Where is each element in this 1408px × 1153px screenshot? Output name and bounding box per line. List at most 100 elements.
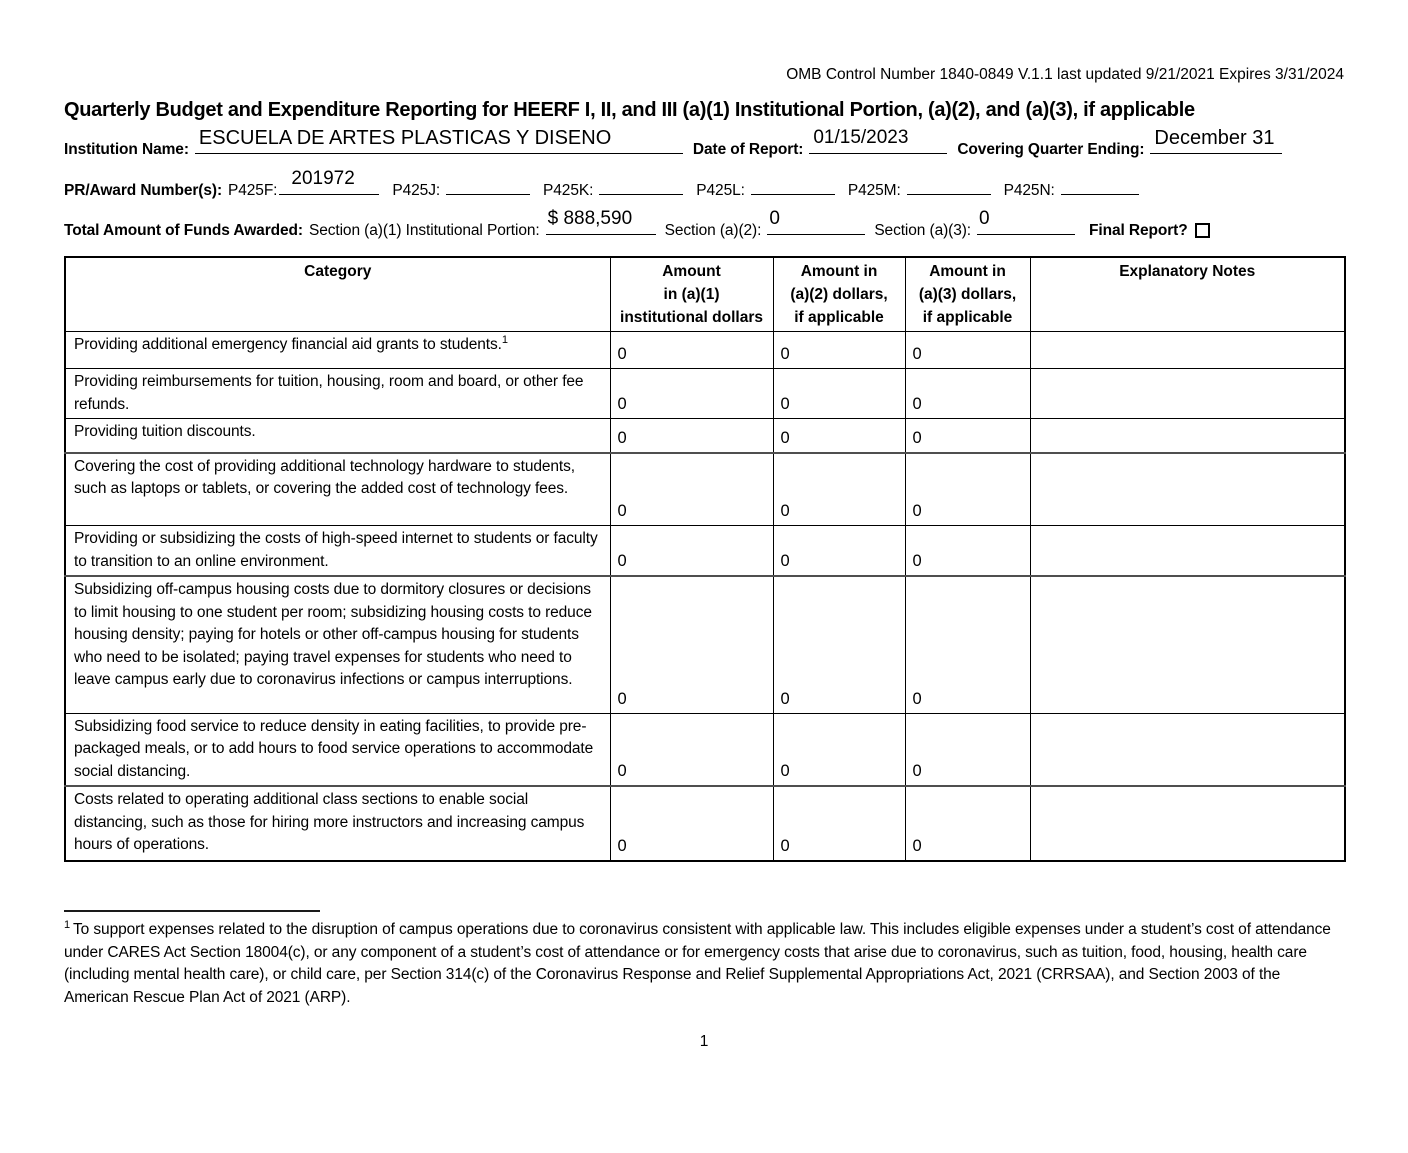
section-a3-field[interactable]: 0 bbox=[977, 208, 1076, 235]
amount-a3-cell[interactable]: 0 bbox=[904, 525, 1031, 577]
p425m-label: P425M: bbox=[847, 182, 901, 199]
category-cell: Covering the cost of providing additiona… bbox=[64, 451, 611, 526]
p425f-value: 201972 bbox=[291, 168, 355, 189]
table-header-row: Category Amount in (a)(1) institutional … bbox=[64, 256, 1346, 332]
total-awarded-label: Total Amount of Funds Awarded: bbox=[64, 222, 303, 239]
notes-cell[interactable] bbox=[1029, 451, 1346, 526]
amount-a2-cell[interactable]: 0 bbox=[772, 525, 906, 577]
budget-table: Category Amount in (a)(1) institutional … bbox=[64, 256, 1346, 862]
amount-a1-cell[interactable]: 0 bbox=[609, 785, 774, 862]
amount-a3-cell[interactable]: 0 bbox=[904, 575, 1031, 714]
notes-cell[interactable] bbox=[1029, 368, 1346, 419]
table-row: Subsidizing off-campus housing costs due… bbox=[64, 575, 1346, 714]
notes-cell[interactable] bbox=[1029, 331, 1346, 369]
amount-a2-cell[interactable]: 0 bbox=[772, 785, 906, 862]
footnote-text: To support expenses related to the disru… bbox=[64, 921, 1331, 1006]
p425l-field[interactable] bbox=[750, 175, 835, 195]
header-amount-a2: Amount in (a)(2) dollars, if applicable bbox=[772, 256, 906, 332]
final-report-checkbox[interactable] bbox=[1194, 223, 1210, 238]
amount-a1-cell[interactable]: 0 bbox=[609, 418, 774, 453]
amount-a1-cell[interactable]: 0 bbox=[609, 368, 774, 419]
date-of-report-value: 01/15/2023 bbox=[813, 127, 909, 148]
header-amount-a1: Amount in (a)(1) institutional dollars bbox=[609, 256, 774, 332]
amount-a3-cell[interactable]: 0 bbox=[904, 451, 1031, 526]
form-page: OMB Control Number 1840-0849 V.1.1 last … bbox=[0, 65, 1408, 1153]
section-a1-label: Section (a)(1) Institutional Portion: bbox=[308, 222, 540, 239]
category-cell: Subsidizing food service to reduce densi… bbox=[64, 712, 611, 787]
p425n-label: P425N: bbox=[1003, 182, 1055, 199]
p425n-field[interactable] bbox=[1060, 175, 1139, 195]
p425j-field[interactable] bbox=[446, 175, 531, 195]
p425l-label: P425L: bbox=[696, 182, 745, 199]
date-of-report-field[interactable]: 01/15/2023 bbox=[809, 127, 948, 154]
amount-a3-cell[interactable]: 0 bbox=[904, 712, 1031, 787]
section-a1-field[interactable]: $ 888,590 bbox=[545, 208, 656, 235]
section-a2-field[interactable]: 0 bbox=[767, 208, 866, 235]
section-a3-value: 0 bbox=[979, 208, 990, 229]
p425f-label: P425F: bbox=[228, 182, 278, 199]
institution-row: Institution Name: ESCUELA DE ARTES PLAST… bbox=[64, 127, 1344, 162]
institution-name-label: Institution Name: bbox=[64, 141, 189, 158]
final-report-label: Final Report? bbox=[1089, 222, 1188, 239]
amount-a3-cell[interactable]: 0 bbox=[904, 331, 1031, 369]
amount-a1-cell[interactable]: 0 bbox=[609, 451, 774, 526]
total-awarded-row: Total Amount of Funds Awarded: Section (… bbox=[64, 208, 1344, 243]
covering-quarter-ending-field[interactable]: December 31 bbox=[1150, 127, 1283, 154]
category-cell: Costs related to operating additional cl… bbox=[64, 785, 611, 862]
table-row: Providing reimbursements for tuition, ho… bbox=[64, 368, 1346, 419]
table-row: Subsidizing food service to reduce densi… bbox=[64, 712, 1346, 787]
page-title: Quarterly Budget and Expenditure Reporti… bbox=[64, 99, 1195, 121]
date-of-report-label: Date of Report: bbox=[692, 141, 804, 158]
institution-name-field[interactable]: ESCUELA DE ARTES PLASTICAS Y DISENO bbox=[194, 127, 683, 154]
notes-cell[interactable] bbox=[1029, 785, 1346, 862]
omb-control-line: OMB Control Number 1840-0849 V.1.1 last … bbox=[786, 66, 1344, 83]
table-row: Providing additional emergency financial… bbox=[64, 331, 1346, 369]
amount-a2-cell[interactable]: 0 bbox=[772, 418, 906, 453]
footnote-ref: 1 bbox=[501, 333, 508, 346]
category-cell: Subsidizing off-campus housing costs due… bbox=[64, 575, 611, 714]
footnote: 1 To support expenses related to the disr… bbox=[64, 919, 1344, 1009]
notes-cell[interactable] bbox=[1029, 712, 1346, 787]
table-row: Covering the cost of providing additiona… bbox=[64, 451, 1346, 526]
amount-a3-cell[interactable]: 0 bbox=[904, 368, 1031, 419]
amount-a1-cell[interactable]: 0 bbox=[609, 575, 774, 714]
amount-a1-cell[interactable]: 0 bbox=[609, 331, 774, 369]
section-a2-label: Section (a)(2): bbox=[664, 222, 762, 239]
amount-a2-cell[interactable]: 0 bbox=[772, 575, 906, 714]
amount-a1-cell[interactable]: 0 bbox=[609, 525, 774, 577]
page-number: 1 bbox=[699, 1033, 709, 1050]
p425f-field[interactable]: 201972 bbox=[279, 168, 380, 195]
header-category: Category bbox=[64, 256, 611, 332]
p425j-label: P425J: bbox=[392, 182, 441, 199]
header-amount-a3: Amount in (a)(3) dollars, if applicable bbox=[904, 256, 1031, 332]
covering-quarter-ending-label: Covering Quarter Ending: bbox=[957, 141, 1145, 158]
table-row: Costs related to operating additional cl… bbox=[64, 785, 1346, 862]
category-cell: Providing tuition discounts. bbox=[64, 418, 611, 453]
amount-a2-cell[interactable]: 0 bbox=[772, 331, 906, 369]
pr-award-label: PR/Award Number(s): bbox=[64, 182, 223, 199]
category-cell: Providing or subsidizing the costs of hi… bbox=[64, 525, 611, 577]
p425k-label: P425K: bbox=[543, 182, 594, 199]
notes-cell[interactable] bbox=[1029, 418, 1346, 453]
footnote-separator bbox=[64, 910, 320, 912]
section-a1-value: $ 888,590 bbox=[547, 208, 633, 229]
pr-award-row: PR/Award Number(s): P425F: 201972 P425J:… bbox=[64, 168, 1344, 203]
table-row: Providing or subsidizing the costs of hi… bbox=[64, 525, 1346, 577]
amount-a2-cell[interactable]: 0 bbox=[772, 451, 906, 526]
notes-cell[interactable] bbox=[1029, 575, 1346, 714]
category-cell: Providing additional emergency financial… bbox=[64, 331, 611, 369]
amount-a1-cell[interactable]: 0 bbox=[609, 712, 774, 787]
p425k-field[interactable] bbox=[599, 175, 684, 195]
footnote-marker: 1 bbox=[64, 918, 71, 931]
p425m-field[interactable] bbox=[906, 175, 991, 195]
section-a3-label: Section (a)(3): bbox=[874, 222, 972, 239]
amount-a2-cell[interactable]: 0 bbox=[772, 368, 906, 419]
covering-quarter-ending-value: December 31 bbox=[1154, 127, 1275, 149]
header-explanatory-notes: Explanatory Notes bbox=[1029, 256, 1346, 332]
section-a2-value: 0 bbox=[769, 208, 780, 229]
amount-a2-cell[interactable]: 0 bbox=[772, 712, 906, 787]
amount-a3-cell[interactable]: 0 bbox=[904, 418, 1031, 453]
institution-name-value: ESCUELA DE ARTES PLASTICAS Y DISENO bbox=[198, 127, 612, 149]
notes-cell[interactable] bbox=[1029, 525, 1346, 577]
amount-a3-cell[interactable]: 0 bbox=[904, 785, 1031, 862]
